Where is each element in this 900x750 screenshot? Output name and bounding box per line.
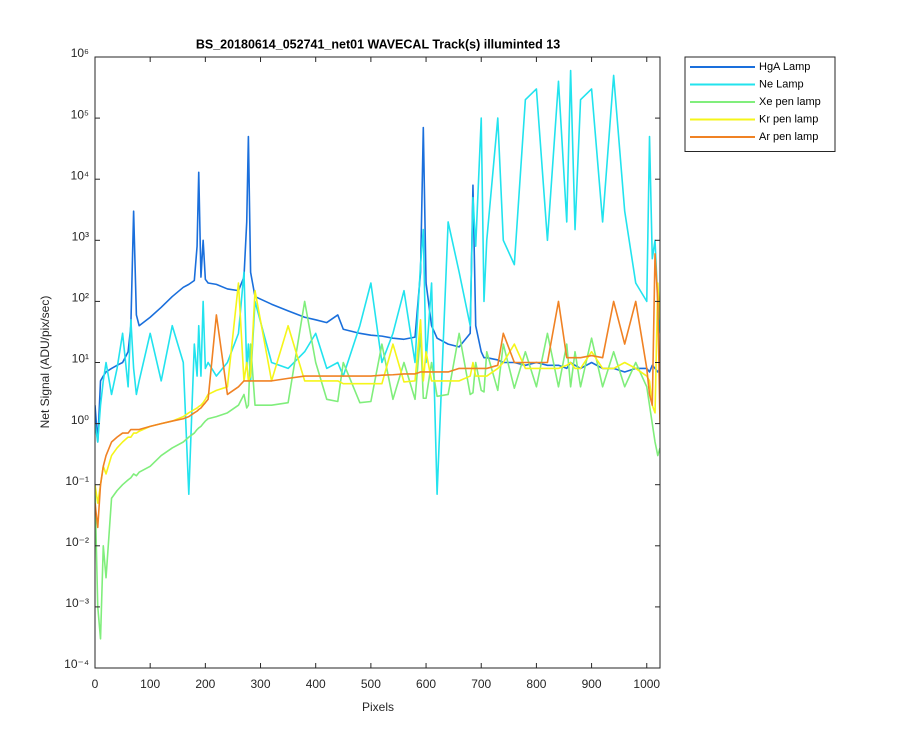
x-tick-label: 100 xyxy=(140,677,160,691)
y-axis-label: Net Signal (ADU/pix/sec) xyxy=(38,296,52,429)
y-tick-label: 10⁵ xyxy=(71,107,89,121)
series-line xyxy=(95,69,660,495)
x-tick-label: 200 xyxy=(195,677,215,691)
x-tick-label: 0 xyxy=(92,677,99,691)
x-axis-label: Pixels xyxy=(362,700,394,714)
legend-label: Ne Lamp xyxy=(759,78,804,90)
x-tick-label: 700 xyxy=(471,677,491,691)
legend-label: Xe pen lamp xyxy=(759,96,821,108)
y-tick-label: 10² xyxy=(72,291,89,305)
x-tick-label: 600 xyxy=(416,677,436,691)
legend: HgA Lamp Ne Lamp Xe pen lamp Kr pen lamp Ar … xyxy=(684,56,836,152)
x-tick-label: 800 xyxy=(526,677,546,691)
legend-label: HgA Lamp xyxy=(759,61,810,73)
legend-label: Kr pen lamp xyxy=(759,113,818,125)
y-tick-label: 10⁻⁴ xyxy=(64,657,89,671)
legend-label: Ar pen lamp xyxy=(759,131,818,143)
y-tick-label: 10³ xyxy=(72,229,89,243)
plot-area: 0 100 200 300 400 500 600 700 800 900 1000 10⁻⁴ 10⁻³… xyxy=(64,46,661,691)
series-line xyxy=(95,300,660,640)
x-tick-label: 400 xyxy=(306,677,326,691)
x-tick-label: 1000 xyxy=(633,677,660,691)
y-tick-label: 10⁰ xyxy=(71,413,89,427)
series-line xyxy=(95,253,660,529)
y-tick-label: 10⁶ xyxy=(71,46,89,60)
y-tick-label: 10⁻³ xyxy=(65,596,89,610)
y-tick-label: 10¹ xyxy=(72,352,89,366)
y-tick-label: 10⁻² xyxy=(65,535,89,549)
x-tick-label: 500 xyxy=(361,677,381,691)
y-tick-label: 10⁻¹ xyxy=(65,474,89,488)
y-tick-label: 10⁴ xyxy=(70,168,89,182)
chart-title: BS_20180614_052741_net01 WAVECAL Track(s… xyxy=(196,37,560,51)
x-tick-label: 300 xyxy=(251,677,271,691)
x-tick-label: 900 xyxy=(582,677,602,691)
legend-box xyxy=(684,56,836,152)
